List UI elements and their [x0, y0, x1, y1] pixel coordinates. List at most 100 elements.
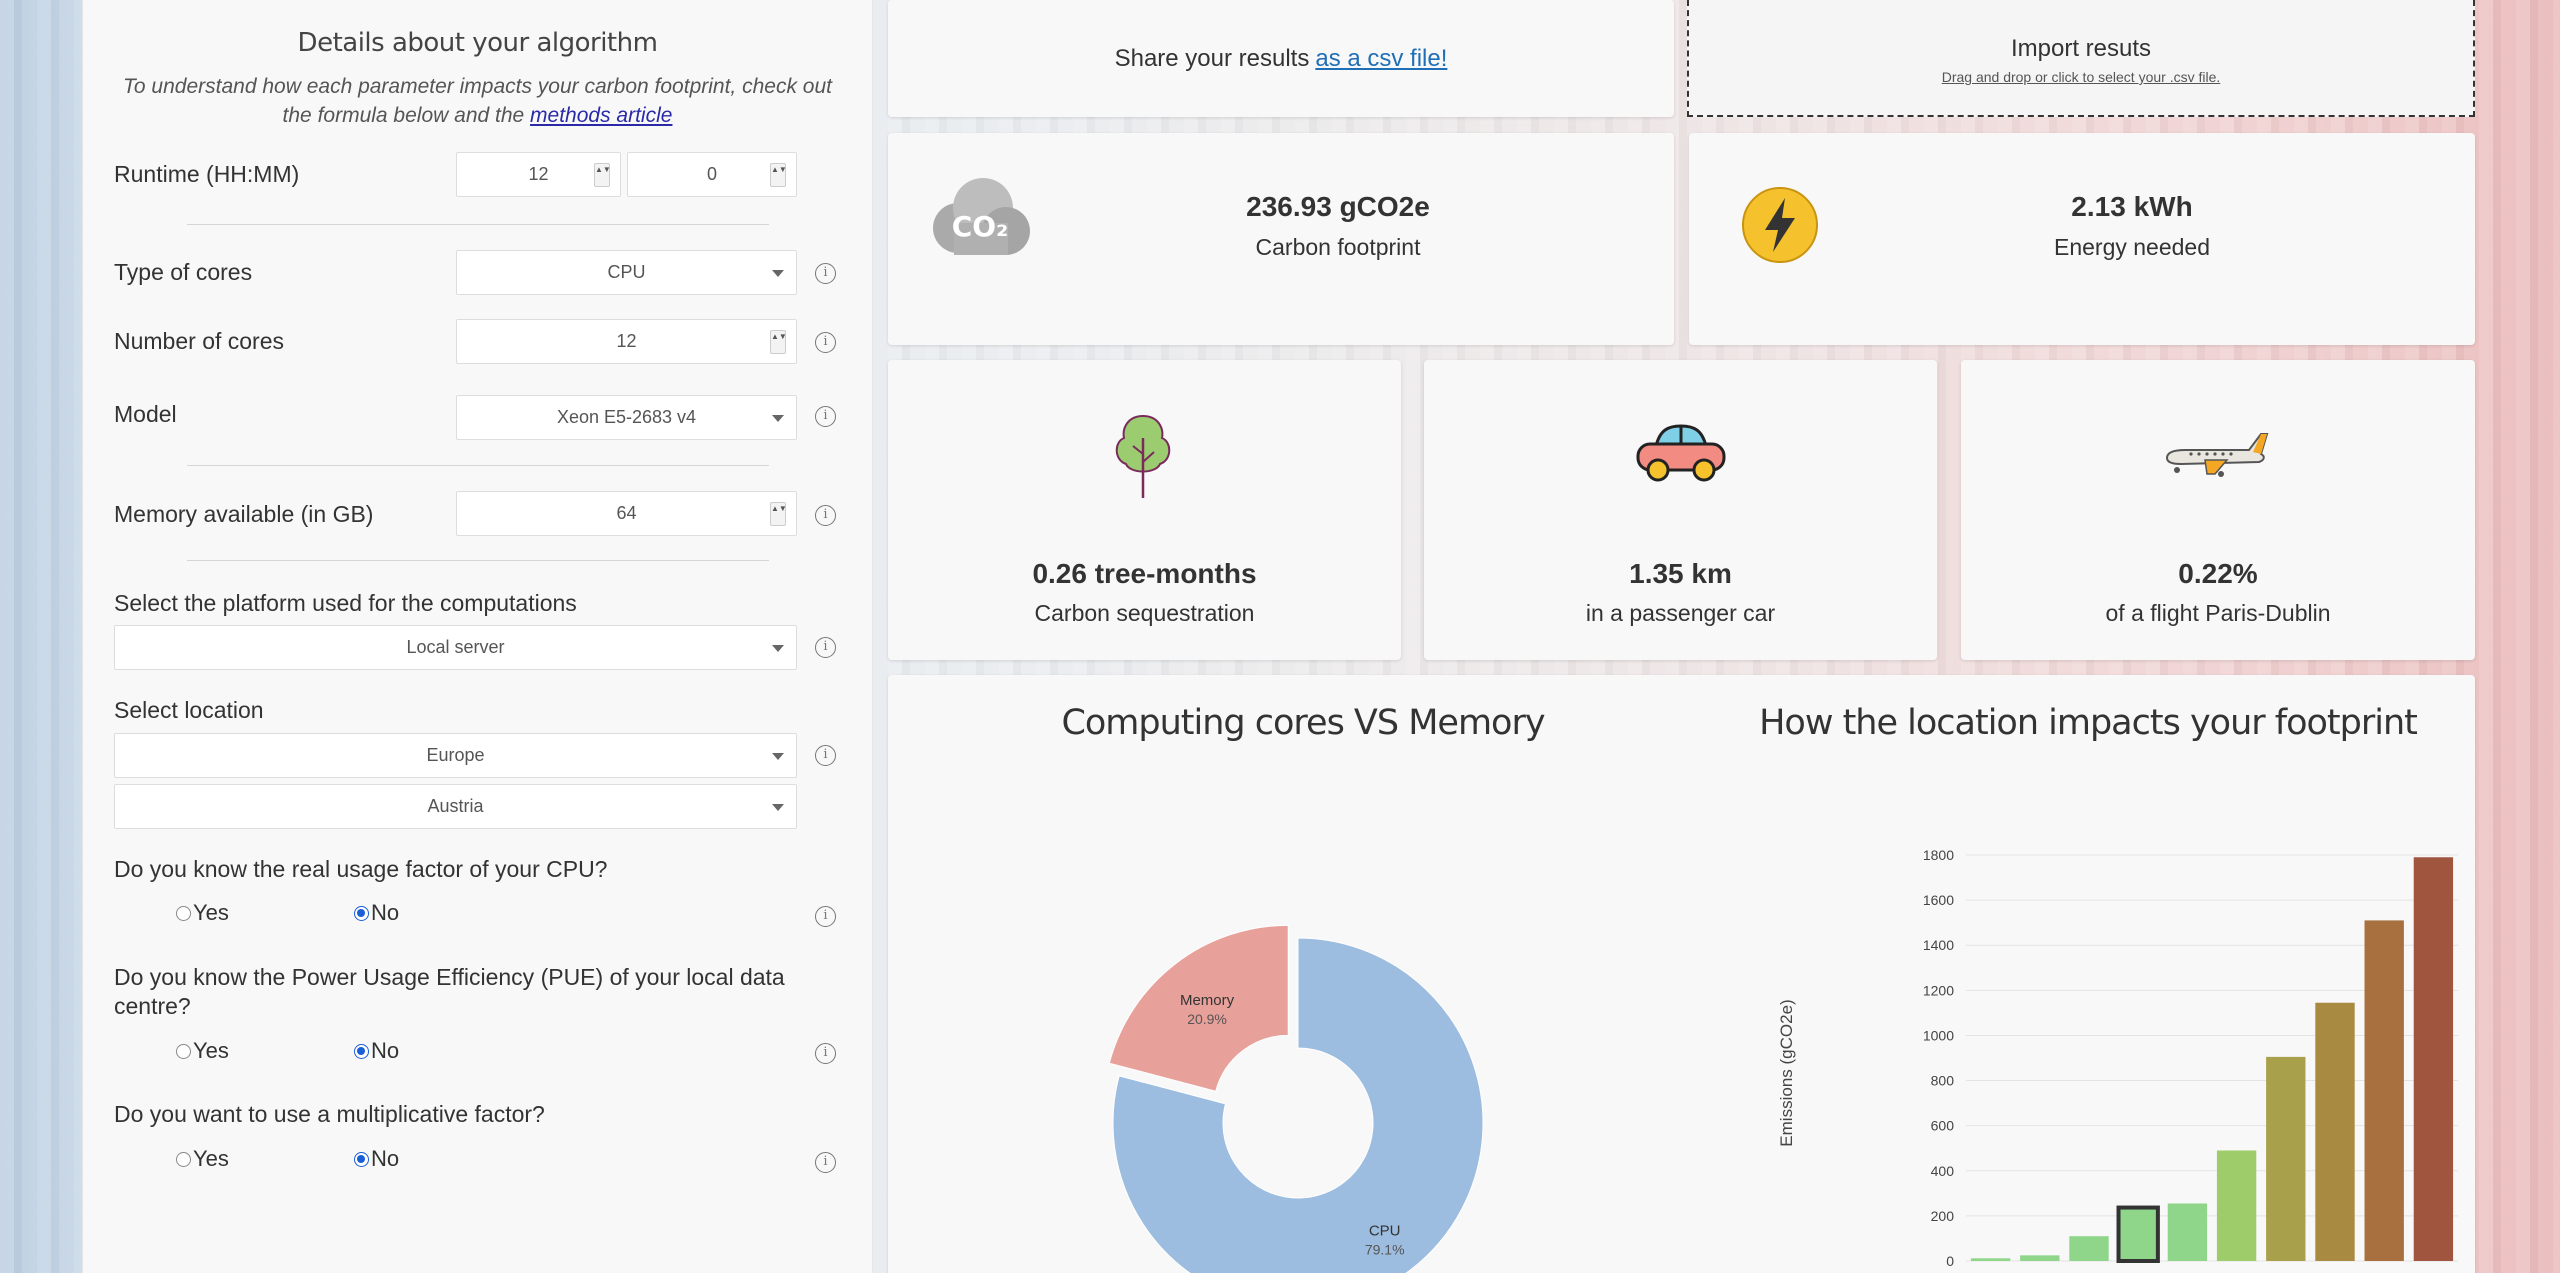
core-type-value: CPU [607, 262, 646, 282]
bar[interactable] [2216, 1150, 2257, 1261]
multiplier-yes-radio[interactable]: Yes [176, 1146, 229, 1172]
country-value: Austria [427, 796, 484, 816]
y-tick-label: 1800 [1923, 847, 1954, 863]
radio-checked [354, 905, 369, 921]
pie-slice-label: Memory [1180, 992, 1235, 1009]
bar[interactable] [2315, 1002, 2355, 1261]
info-icon[interactable]: i [815, 332, 836, 353]
multiplier-question: Do you want to use a multiplicative fact… [114, 1101, 545, 1127]
info-icon[interactable]: i [815, 637, 836, 658]
bar[interactable] [2069, 1236, 2109, 1261]
methods-article-link[interactable]: methods article [530, 104, 673, 127]
bar[interactable] [2364, 920, 2404, 1261]
share-results-card: Share your results as a csv file! [888, 0, 1674, 117]
import-results-dropzone[interactable]: Import resuts Drag and drop or click to … [1687, 0, 2475, 117]
form-subtitle: To understand how each parameter impacts… [113, 72, 842, 130]
runtime-minutes-spinner[interactable]: ▲▼ [770, 163, 787, 187]
radio-checked [354, 1043, 369, 1059]
info-icon[interactable]: i [815, 1152, 836, 1173]
usage-yes-radio[interactable]: Yes [176, 900, 229, 926]
core-type-label: Type of cores [114, 259, 253, 285]
chevron-down-icon [772, 415, 784, 422]
bar[interactable] [2020, 1255, 2060, 1261]
runtime-minutes-input[interactable]: 0 ▲▼ [627, 152, 797, 197]
import-subtitle[interactable]: Drag and drop or click to select your .c… [1941, 69, 2221, 85]
runtime-hours-spinner[interactable]: ▲▼ [594, 163, 611, 187]
y-tick-label: 1400 [1923, 937, 1954, 953]
form-subtitle-text: To understand how each parameter impacts… [123, 75, 832, 127]
continent-select[interactable]: Europe [114, 733, 797, 778]
pie-slice-cpu[interactable] [1112, 937, 1484, 1273]
y-tick-label: 400 [1931, 1163, 1955, 1179]
lightning-icon [1742, 187, 1818, 263]
bar-chart-title: How the location impacts your footprint [1759, 703, 2418, 743]
continent-value: Europe [426, 745, 485, 765]
airplane-icon [2165, 433, 2269, 477]
radio-label-yes: Yes [193, 1146, 229, 1171]
info-icon[interactable]: i [815, 406, 836, 427]
model-value: Xeon E5-2683 v4 [556, 407, 697, 427]
chevron-down-icon [772, 645, 784, 652]
car-icon [1636, 424, 1726, 482]
pue-yes-radio[interactable]: Yes [176, 1038, 229, 1064]
share-text: Share your results [1114, 44, 1310, 72]
pie-slice-memory[interactable] [1108, 924, 1289, 1092]
info-icon[interactable]: i [815, 263, 836, 284]
chevron-down-icon [772, 270, 784, 277]
y-tick-label: 200 [1931, 1208, 1955, 1224]
radio-label-no: No [371, 900, 400, 925]
platform-value: Local server [406, 637, 505, 657]
num-cores-input[interactable]: 12 ▲▼ [456, 319, 797, 364]
location-label: Select location [114, 697, 264, 723]
car-distance-label: in a passenger car [1585, 600, 1776, 626]
radio-label-yes: Yes [193, 900, 229, 925]
tree-months-label: Carbon sequestration [1034, 600, 1255, 626]
info-icon[interactable]: i [815, 745, 836, 766]
platform-select[interactable]: Local server [114, 625, 797, 670]
runtime-label: Runtime (HH:MM) [114, 161, 300, 187]
radio-label-no: No [371, 1146, 400, 1171]
num-cores-value: 12 [616, 331, 637, 351]
chevron-down-icon [772, 804, 784, 811]
bar-highlighted[interactable] [2116, 1205, 2160, 1263]
memory-input[interactable]: 64 ▲▼ [456, 491, 797, 536]
model-select[interactable]: Xeon E5-2683 v4 [456, 395, 797, 440]
runtime-hours-value: 12 [528, 164, 549, 184]
info-icon[interactable]: i [815, 1043, 836, 1064]
bar[interactable] [1970, 1258, 2011, 1261]
tree-months-value: 0.26 tree-months [1032, 558, 1257, 589]
memory-spinner[interactable]: ▲▼ [770, 502, 787, 526]
memory-label: Memory available (in GB) [114, 501, 374, 527]
info-icon[interactable]: i [815, 505, 836, 526]
car-distance-value: 1.35 km [1629, 558, 1732, 589]
core-type-select[interactable]: CPU [456, 250, 797, 295]
bar-chart: 0 200 400 600 800 1000 1200 1400 1600 1800 Emissio… [1777, 847, 2458, 1269]
bar[interactable] [2266, 1056, 2306, 1261]
radio-unchecked [176, 1043, 191, 1059]
country-select[interactable]: Austria [114, 784, 797, 829]
multiplier-no-radio[interactable]: No [354, 1146, 399, 1172]
radio-unchecked [176, 1151, 191, 1167]
y-tick-label: 1600 [1923, 892, 1954, 908]
energy-label: Energy needed [2053, 234, 2210, 260]
energy-value: 2.13 kWh [2071, 191, 2193, 222]
y-axis-label: Emissions (gCO2e) [1777, 999, 1796, 1146]
pue-no-radio[interactable]: No [354, 1038, 399, 1064]
num-cores-spinner[interactable]: ▲▼ [770, 330, 787, 354]
pue-question: Do you know the Power Usage Efficiency (… [114, 964, 785, 1019]
csv-download-link[interactable]: as a csv file! [1315, 44, 1448, 72]
energy-card: 2.13 kWh Energy needed [1689, 133, 2475, 345]
co2-icon-text: CO₂ [952, 210, 1009, 243]
platform-label: Select the platform used for the computa… [114, 590, 577, 616]
bar[interactable] [2413, 857, 2454, 1261]
import-title: Import resuts [2010, 35, 2152, 62]
flight-card: 0.22% of a flight Paris-Dublin [1961, 360, 2475, 660]
runtime-hours-input[interactable]: 12 ▲▼ [456, 152, 621, 197]
pie-slice-label: CPU [1369, 1222, 1401, 1239]
usage-no-radio[interactable]: No [354, 900, 399, 926]
carbon-footprint-label: Carbon footprint [1255, 234, 1421, 260]
form-title: Details about your algorithm [297, 28, 658, 58]
info-icon[interactable]: i [815, 906, 836, 927]
y-tick-label: 0 [1946, 1253, 1954, 1269]
bar[interactable] [2167, 1203, 2208, 1261]
